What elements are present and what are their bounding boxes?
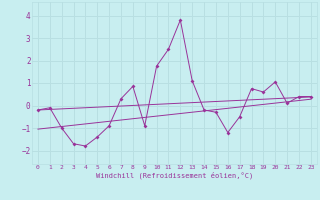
X-axis label: Windchill (Refroidissement éolien,°C): Windchill (Refroidissement éolien,°C) — [96, 172, 253, 179]
